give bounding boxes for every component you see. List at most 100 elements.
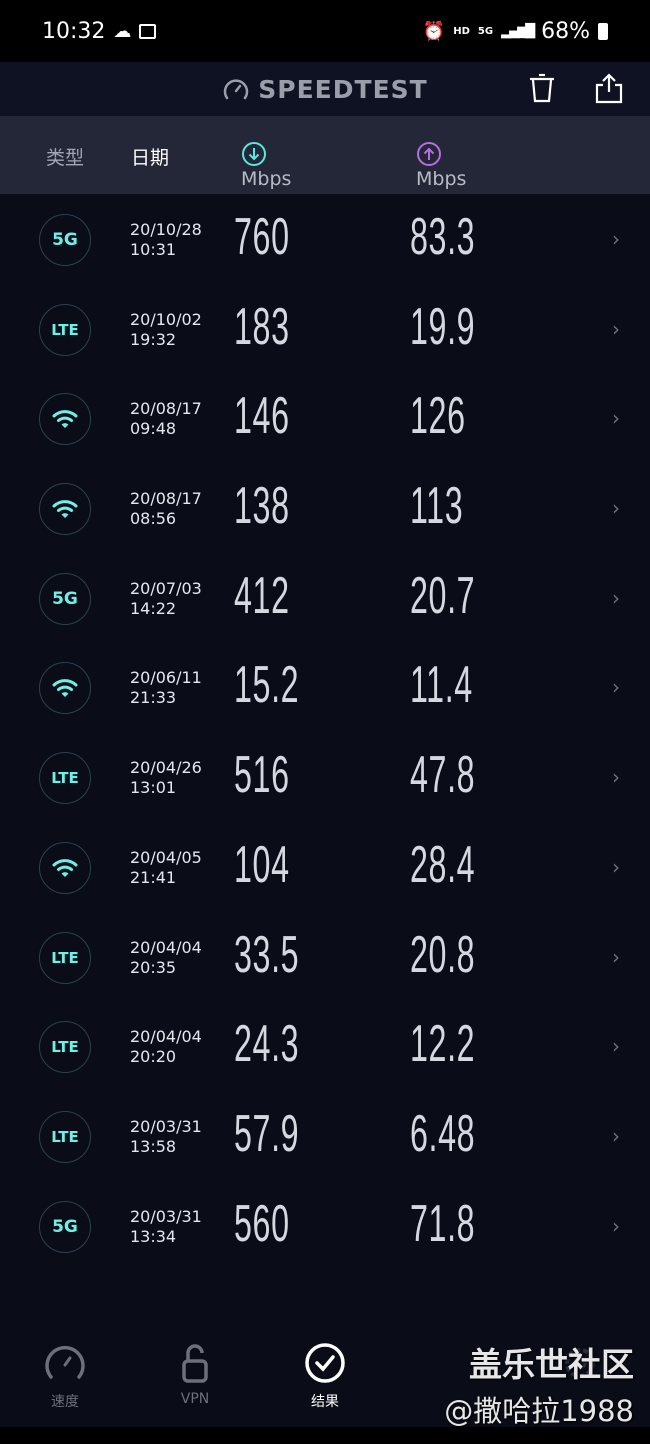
download-speed: 183 — [234, 297, 290, 356]
result-row[interactable]: 20/04/05 21:41 104 28.4 › — [0, 823, 650, 913]
download-speed: 146 — [234, 387, 290, 446]
chevron-right-icon[interactable]: › — [612, 406, 620, 431]
result-date: 20/04/04 — [130, 937, 202, 957]
gear-icon — [565, 1348, 595, 1378]
result-datetime: 20/08/17 09:48 — [130, 399, 202, 439]
upload-speed: 83.3 — [410, 208, 476, 266]
result-date: 20/03/31 — [130, 1206, 202, 1226]
wifi-icon — [52, 410, 78, 429]
connection-type: LTE — [51, 1127, 79, 1146]
wifi-badge — [39, 483, 91, 536]
result-date: 20/04/05 — [130, 847, 202, 867]
battery-icon — [598, 22, 608, 40]
download-speed: 57.9 — [234, 1104, 300, 1163]
result-row[interactable]: 5G 20/03/31 13:34 560 71.8 › — [0, 1182, 650, 1272]
result-row[interactable]: 20/08/17 08:56 138 113 › — [0, 464, 650, 554]
connection-type: LTE — [51, 1038, 79, 1057]
download-speed: 560 — [234, 1194, 290, 1253]
chevron-right-icon[interactable]: › — [612, 585, 620, 610]
result-datetime: 20/03/31 13:58 — [130, 1117, 202, 1157]
trash-icon[interactable] — [528, 72, 556, 104]
column-download[interactable]: Mbps — [241, 141, 291, 190]
connection-type: LTE — [51, 320, 79, 339]
chevron-right-icon[interactable]: › — [612, 1123, 620, 1148]
chevron-right-icon[interactable]: › — [612, 944, 620, 969]
tab-results[interactable]: 结果 — [285, 1343, 365, 1411]
column-upload[interactable]: Mbps — [416, 141, 466, 190]
battery-level: 68% — [541, 18, 590, 44]
bottom-nav: 速度 VPN 结果 — [0, 1325, 650, 1427]
upload-icon — [417, 142, 441, 166]
result-date: 20/08/17 — [130, 399, 202, 419]
speedometer-icon — [45, 1346, 85, 1379]
upload-speed: 47.8 — [410, 746, 476, 805]
wifi-icon — [52, 500, 78, 519]
column-type[interactable]: 类型 — [46, 147, 85, 169]
upload-speed: 126 — [410, 387, 466, 446]
watermark-line2: @撒哈拉1988 — [444, 1394, 634, 1428]
result-datetime: 20/04/26 13:01 — [130, 758, 202, 798]
signal-type: 5G — [477, 25, 494, 37]
download-icon — [242, 142, 266, 166]
connection-type: 5G — [52, 230, 78, 250]
result-row[interactable]: LTE 20/04/04 20:20 24.3 12.2 › — [0, 1002, 650, 1092]
result-date: 20/04/26 — [130, 758, 202, 778]
tab-settings[interactable] — [540, 1343, 620, 1391]
result-date: 20/10/28 — [130, 220, 202, 239]
lte-badge: LTE — [39, 303, 91, 356]
result-datetime: 20/07/03 14:22 — [130, 579, 202, 619]
alarm-icon: ⏰ — [422, 20, 446, 42]
speedometer-icon — [224, 79, 249, 100]
download-speed: 412 — [234, 566, 290, 625]
download-speed: 33.5 — [234, 925, 300, 984]
lte-badge: LTE — [39, 1021, 91, 1074]
result-row[interactable]: LTE 20/04/04 20:35 33.5 20.8 › — [0, 913, 650, 1003]
result-date: 20/07/03 — [130, 578, 202, 598]
signal-icon: ▂▄▆█ — [501, 23, 535, 39]
tab-vpn[interactable]: VPN — [155, 1343, 235, 1407]
result-row[interactable]: 5G 20/10/28 10:31 760 83.3 › — [0, 195, 650, 285]
tab-vpn-label: VPN — [180, 1391, 210, 1407]
result-datetime: 20/10/28 10:31 — [130, 220, 202, 260]
app-bar: SPEEDTEST — [0, 62, 650, 116]
chevron-right-icon[interactable]: › — [612, 1034, 620, 1059]
system-nav-bar — [0, 1427, 650, 1444]
result-row[interactable]: 20/08/17 09:48 146 126 › — [0, 374, 650, 464]
result-row[interactable]: 5G 20/07/03 14:22 412 20.7 › — [0, 554, 650, 644]
chevron-right-icon[interactable]: › — [612, 765, 620, 790]
result-row[interactable]: LTE 20/03/31 13:58 57.9 6.48 › — [0, 1092, 650, 1182]
upload-speed: 19.9 — [410, 297, 476, 356]
chevron-right-icon[interactable]: › — [612, 316, 620, 341]
result-time: 20:20 — [130, 1047, 177, 1067]
result-row[interactable]: LTE 20/10/02 19:32 183 19.9 › — [0, 285, 650, 375]
result-row[interactable]: 20/06/11 21:33 15.2 11.4 › — [0, 643, 650, 733]
column-date[interactable]: 日期 — [131, 147, 170, 169]
watermark: 盖乐世社区 @撒哈拉1988 — [444, 1338, 634, 1430]
wifi-icon — [52, 858, 78, 877]
5g-badge: 5G — [39, 572, 91, 625]
upload-speed: 113 — [410, 477, 464, 536]
lte-badge: LTE — [39, 931, 91, 984]
result-datetime: 20/04/04 20:35 — [130, 938, 202, 978]
chevron-right-icon[interactable]: › — [612, 854, 620, 879]
chevron-right-icon[interactable]: › — [612, 227, 620, 251]
app-title: SPEEDTEST — [222, 75, 427, 104]
5g-badge: 5G — [39, 214, 91, 266]
download-speed: 104 — [234, 835, 290, 894]
download-speed: 138 — [234, 477, 290, 536]
result-datetime: 20/04/05 21:41 — [130, 848, 202, 888]
chevron-right-icon[interactable]: › — [612, 496, 620, 521]
connection-type: 5G — [52, 588, 78, 609]
chevron-right-icon[interactable]: › — [612, 1213, 620, 1238]
cloud-icon: ☁ — [113, 20, 132, 42]
share-icon[interactable] — [594, 72, 624, 104]
result-row[interactable]: LTE 20/04/26 13:01 516 47.8 › — [0, 733, 650, 823]
result-date: 20/10/02 — [130, 309, 202, 329]
tab-speed-label: 速度 — [51, 1394, 79, 1410]
tab-speed[interactable]: 速度 — [25, 1343, 105, 1411]
chevron-right-icon[interactable]: › — [612, 675, 620, 700]
result-time: 13:58 — [130, 1136, 177, 1156]
result-time: 19:32 — [130, 329, 177, 349]
lte-badge: LTE — [39, 752, 91, 805]
connection-type: 5G — [52, 1216, 78, 1237]
